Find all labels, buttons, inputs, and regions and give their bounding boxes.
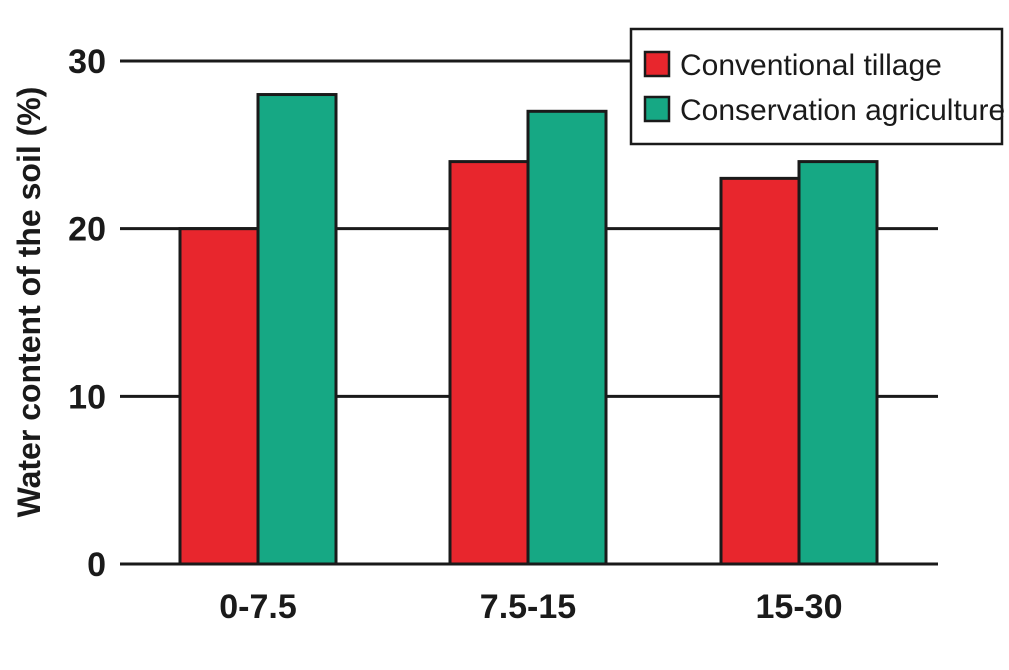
legend-swatch-conservation-agriculture [643, 95, 671, 123]
y-tick-label: 30 [68, 43, 106, 81]
y-axis-label: Water content of the soil (%) [11, 87, 47, 518]
x-axis-ticks: 0-7.5 7.5-15 15-30 [219, 588, 842, 626]
legend-swatch-conventional-tillage [643, 50, 671, 78]
x-tick-label: 7.5-15 [480, 588, 576, 626]
legend: Conventional tillage Conservation agricu… [629, 27, 1005, 146]
x-tick-label: 15-30 [756, 588, 843, 626]
y-tick-label: 0 [87, 546, 106, 584]
x-tick-label: 0-7.5 [219, 588, 297, 626]
bar-conventional-tillage-7.5-15 [448, 160, 530, 566]
legend-label-conventional-tillage: Conventional tillage [680, 49, 942, 82]
bar-conservation-agriculture-15-30 [797, 160, 879, 566]
bars [178, 93, 879, 566]
y-tick-label: 10 [68, 378, 106, 416]
bar-conventional-tillage-0-7.5 [178, 227, 260, 566]
y-axis-ticks: 0 10 20 30 [68, 43, 106, 584]
bar-conventional-tillage-15-30 [719, 176, 801, 566]
bar-conservation-agriculture-7.5-15 [526, 109, 608, 566]
legend-label-conservation-agriculture: Conservation agriculture [680, 94, 1005, 127]
bar-conservation-agriculture-0-7.5 [256, 93, 338, 566]
y-tick-label: 20 [68, 211, 106, 249]
legend-box [629, 27, 1004, 146]
